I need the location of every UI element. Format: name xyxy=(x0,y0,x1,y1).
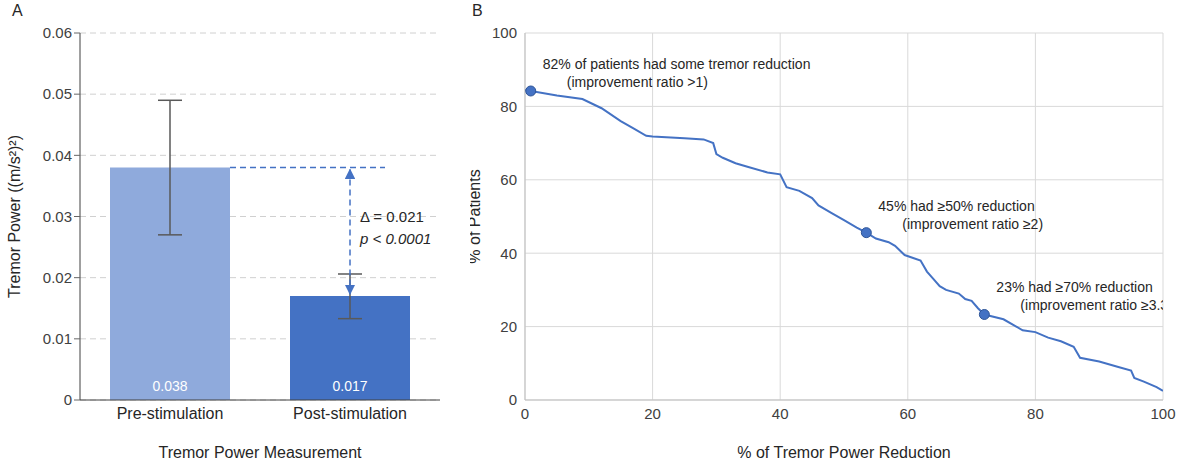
svg-text:0.06: 0.06 xyxy=(43,24,72,41)
svg-text:60: 60 xyxy=(500,171,517,188)
svg-text:0: 0 xyxy=(521,405,529,422)
svg-text:Pre-stimulation: Pre-stimulation xyxy=(117,405,224,422)
svg-text:0: 0 xyxy=(509,391,517,408)
svg-text:40: 40 xyxy=(772,405,789,422)
svg-text:0.01: 0.01 xyxy=(43,330,72,347)
svg-text:100: 100 xyxy=(1150,405,1175,422)
svg-text:0: 0 xyxy=(64,391,72,408)
svg-text:20: 20 xyxy=(644,405,661,422)
svg-text:% of Tremor Power Reduction: % of Tremor Power Reduction xyxy=(737,444,950,461)
svg-text:0.02: 0.02 xyxy=(43,269,72,286)
svg-text:Δ = 0.021: Δ = 0.021 xyxy=(360,208,424,225)
svg-text:Post-stimulation: Post-stimulation xyxy=(293,405,407,422)
svg-text:100: 100 xyxy=(492,24,517,41)
svg-text:45% had ≥50% reduction: 45% had ≥50% reduction xyxy=(878,198,1034,214)
html-text:A: A xyxy=(12,2,23,19)
html-text:B: B xyxy=(472,2,483,19)
svg-text:(improvement ratio ≥2): (improvement ratio ≥2) xyxy=(902,216,1043,232)
svg-text:0.017: 0.017 xyxy=(332,378,367,394)
svg-text:0.05: 0.05 xyxy=(43,85,72,102)
svg-text:0.03: 0.03 xyxy=(43,208,72,225)
svg-text:60: 60 xyxy=(899,405,916,422)
svg-text:80: 80 xyxy=(500,98,517,115)
svg-text:(improvement ratio ≥3.3): (improvement ratio ≥3.3) xyxy=(1020,297,1163,313)
svg-text:(improvement ratio >1): (improvement ratio >1) xyxy=(567,74,708,90)
svg-text:0.04: 0.04 xyxy=(43,147,72,164)
svg-text:0.038: 0.038 xyxy=(152,378,187,394)
svg-text:Tremor Power ((m/s²)²): Tremor Power ((m/s²)²) xyxy=(8,135,23,298)
svg-text:80: 80 xyxy=(1027,405,1044,422)
svg-text:% of Patients: % of Patients xyxy=(470,169,483,263)
svg-text:23% had ≥70% reduction: 23% had ≥70% reduction xyxy=(996,279,1152,295)
svg-text:p < 0.0001: p < 0.0001 xyxy=(359,230,431,247)
svg-text:Tremor Power Measurement: Tremor Power Measurement xyxy=(158,444,362,461)
svg-text:20: 20 xyxy=(500,318,517,335)
svg-text:40: 40 xyxy=(500,245,517,262)
svg-text:82% of patients had some tremo: 82% of patients had some tremor reductio… xyxy=(543,56,811,72)
